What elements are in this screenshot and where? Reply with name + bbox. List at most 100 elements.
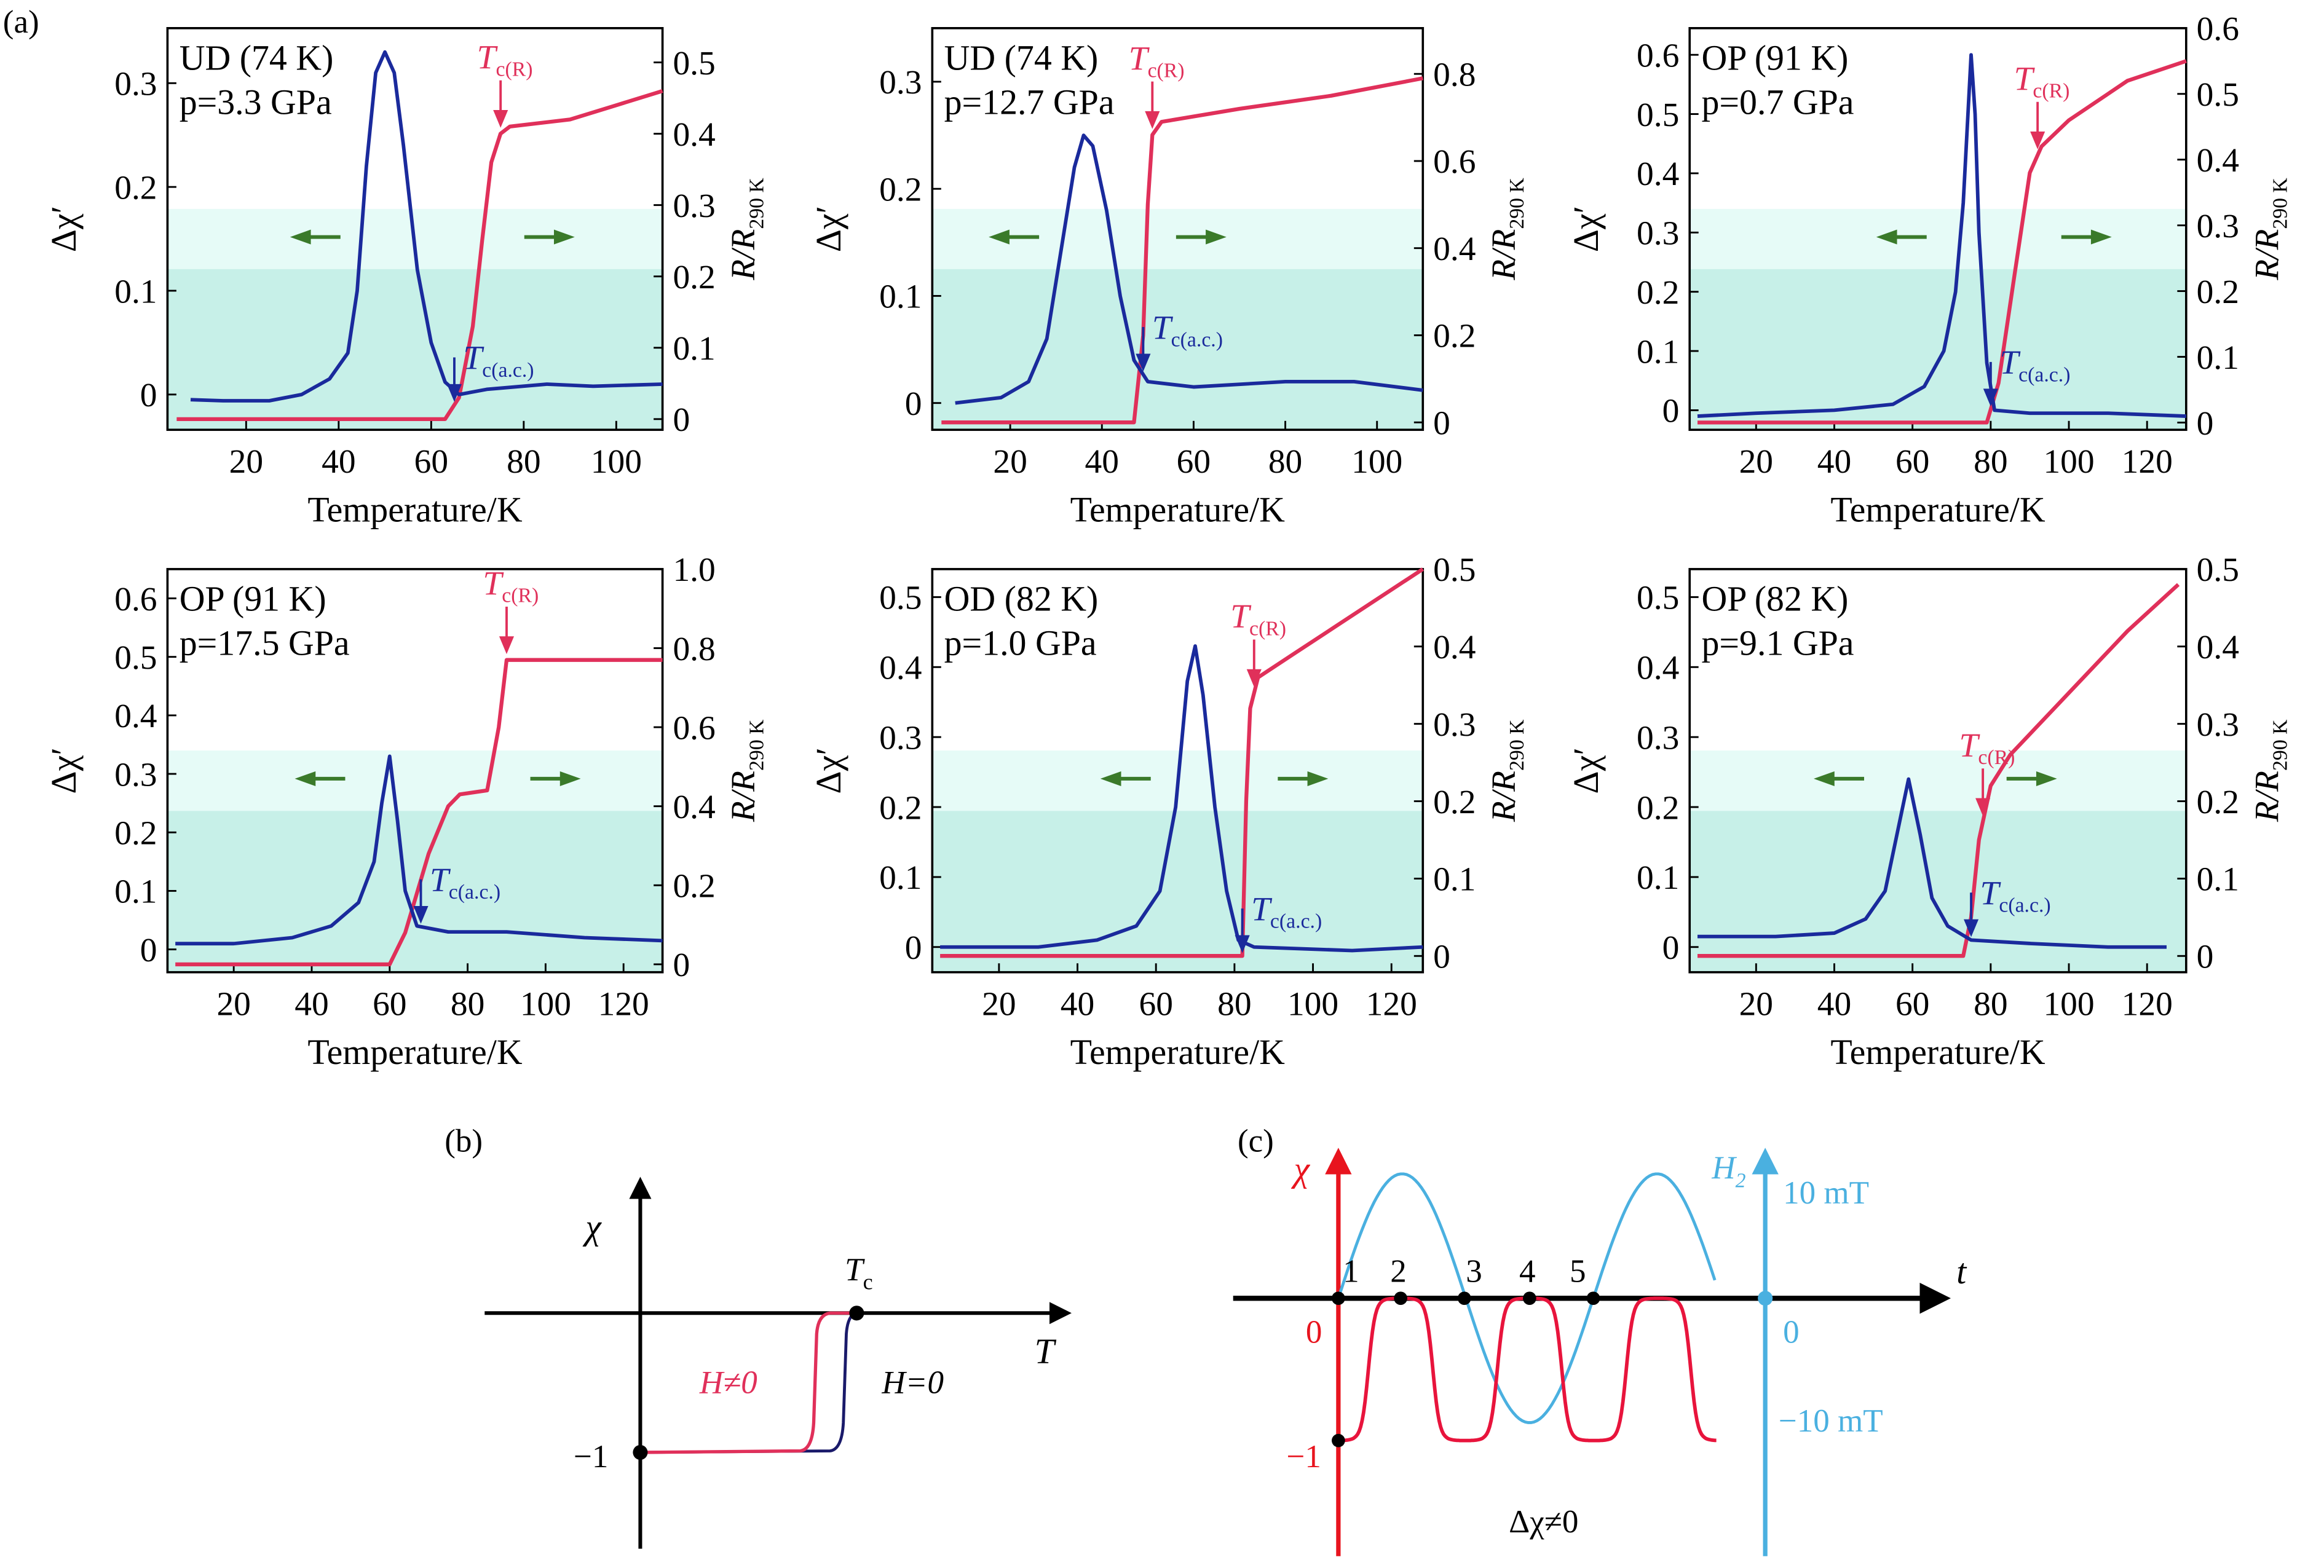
tc-ac-arrow-icon <box>1136 353 1151 372</box>
c-h-min: −10 mT <box>1779 1403 1883 1439</box>
x-tick-label: 60 <box>1895 985 1929 1023</box>
y-right-tick-label: 0.1 <box>673 329 715 367</box>
c-dot <box>1457 1291 1471 1306</box>
background-shade <box>932 269 1423 430</box>
c-dot <box>1332 1433 1345 1448</box>
tc-ac-sub: c(a.c.) <box>1999 894 2050 917</box>
y-left-axis-label: Δχ′ <box>44 206 84 253</box>
panel-title: OP (91 K) <box>1702 37 1849 77</box>
c-caption: Δχ≠0 <box>1509 1504 1578 1540</box>
y-left-tick-label: 0.1 <box>1637 859 1679 896</box>
c-dot <box>1523 1291 1536 1306</box>
tc-ac-main: T <box>1999 344 2021 381</box>
left-axis-arrow-icon <box>294 771 316 786</box>
y-left-tick-label: 0 <box>1662 929 1680 966</box>
left-axis-arrow-icon <box>1814 771 1835 786</box>
x-tick-label: 100 <box>591 443 642 480</box>
x-tick-label: 100 <box>1351 443 1402 480</box>
background-shade <box>167 269 663 430</box>
y-right-tick-label: 0.1 <box>2197 339 2239 376</box>
tc-ac-main: T <box>1152 309 1174 346</box>
y-left-tick-label: 0.1 <box>879 278 922 315</box>
y-left-tick-label: 0.3 <box>114 755 157 793</box>
y-left-tick-label: 0 <box>1662 392 1680 430</box>
x-tick-label: 40 <box>1085 443 1119 480</box>
b-x-label: T <box>1035 1331 1057 1371</box>
y-right-label-main: R/R <box>724 771 762 822</box>
tc-r-label: Tc(R) <box>477 38 533 81</box>
y-right-tick-label: 0.2 <box>2197 783 2239 821</box>
y-right-tick-label: 0.4 <box>2197 141 2239 179</box>
y-right-tick-label: 0.4 <box>673 116 715 153</box>
y-right-tick-label: 0 <box>2197 938 2214 975</box>
x-tick-label: 100 <box>1287 985 1338 1023</box>
plot-frame <box>166 568 664 974</box>
y-right-tick-label: 0.6 <box>2197 10 2239 47</box>
c-h2-label: H2 <box>1711 1150 1745 1192</box>
x-axis-label: Temperature/K <box>1070 490 1286 530</box>
background-shade <box>1690 269 2186 430</box>
left-axis-arrow-icon <box>989 229 1010 245</box>
y-left-tick-label: 0.3 <box>114 65 157 103</box>
b-y-label: χ <box>582 1207 602 1247</box>
y-right-tick-label: 0.6 <box>673 709 715 746</box>
c-point-3: 3 <box>1466 1254 1482 1290</box>
x-tick-label: 60 <box>414 443 448 480</box>
c-h2-main: H <box>1711 1150 1737 1186</box>
y-right-tick-label: 0 <box>673 946 690 983</box>
chart-grid: 20 40 60 80 100 0 0.1 0.2 0.3 0 0.1 0.2 0.3 0.4 0.5 Tem… <box>44 10 2292 1072</box>
panel-label-a: (a) <box>3 4 39 40</box>
tc-r-arrow-icon <box>1145 111 1160 129</box>
chart-panel: 20 40 60 80 100 120 0 0.1 0.2 0.3 0.4 0.5 0 0.1 0.2 0.3… <box>808 551 1528 1072</box>
y-left-tick-label: 0 <box>140 376 157 414</box>
tc-r-sub: c(R) <box>502 585 539 607</box>
right-axis-arrow-icon <box>2036 771 2057 786</box>
x-tick-label: 20 <box>982 985 1016 1023</box>
y-left-tick-label: 0.3 <box>1637 215 1679 252</box>
tc-r-sub: c(R) <box>496 58 532 81</box>
tc-ac-sub: c(a.c.) <box>2018 363 2070 386</box>
b-minus-one: −1 <box>574 1439 608 1475</box>
y-right-tick-label: 0.4 <box>1433 628 1476 666</box>
tc-r-main: T <box>1129 39 1150 77</box>
tc-r-sub: c(R) <box>1978 746 2015 769</box>
x-tick-label: 20 <box>1739 443 1773 480</box>
tc-r-main: T <box>483 565 504 602</box>
y-right-label-main: R/R <box>2248 229 2285 281</box>
y-left-tick-label: 0.1 <box>114 873 157 910</box>
plot-frame <box>166 27 664 431</box>
right-axis-arrow-icon <box>2090 229 2112 245</box>
tc-r-main: T <box>2014 60 2036 97</box>
x-tick-label: 100 <box>520 985 571 1023</box>
x-tick-label: 80 <box>1974 985 2007 1023</box>
panel-title: OP (82 K) <box>1702 578 1849 618</box>
y-left-axis-label: Δχ′ <box>44 747 84 794</box>
y-right-tick-label: 0.6 <box>1433 143 1476 180</box>
y-right-tick-label: 0.4 <box>2197 628 2239 666</box>
x-tick-label: 100 <box>2043 985 2094 1023</box>
y-left-axis-label: Δχ′ <box>808 747 848 794</box>
x-tick-label: 60 <box>1139 985 1172 1023</box>
x-tick-label: 80 <box>1974 443 2007 480</box>
series-susceptibility-line <box>940 644 1423 953</box>
c-point-1: 1 <box>1343 1254 1359 1290</box>
right-axis-arrow-icon <box>1206 229 1227 245</box>
y-right-label-main: R/R <box>1485 771 1522 822</box>
tc-ac-label: Tc(a.c.) <box>430 861 500 904</box>
c-h-zero: 0 <box>1783 1315 1800 1350</box>
y-left-tick-label: 0.3 <box>1637 719 1679 756</box>
y-left-tick-label: 0.3 <box>879 63 922 101</box>
tc-ac-arrow-icon <box>1983 388 1998 407</box>
y-left-tick-label: 0.2 <box>1637 274 1679 311</box>
x-tick-label: 40 <box>322 443 355 480</box>
chart-panel: 20 40 60 80 100 120 0 0.1 0.2 0.3 0.4 0.5 0 0.1 0.2 0.3… <box>1566 551 2292 1072</box>
y-right-axis-label: R/R290 K <box>1485 178 1528 281</box>
x-tick-label: 80 <box>451 985 484 1023</box>
y-right-axis-label: R/R290 K <box>1485 719 1528 822</box>
y-right-axis-label: R/R290 K <box>724 719 768 822</box>
x-tick-label: 80 <box>1217 985 1251 1023</box>
x-tick-label: 20 <box>1739 985 1773 1023</box>
y-left-tick-label: 0.1 <box>1637 333 1679 370</box>
y-right-label-sub: 290 K <box>746 178 769 229</box>
y-left-tick-label: 0.2 <box>879 170 922 208</box>
